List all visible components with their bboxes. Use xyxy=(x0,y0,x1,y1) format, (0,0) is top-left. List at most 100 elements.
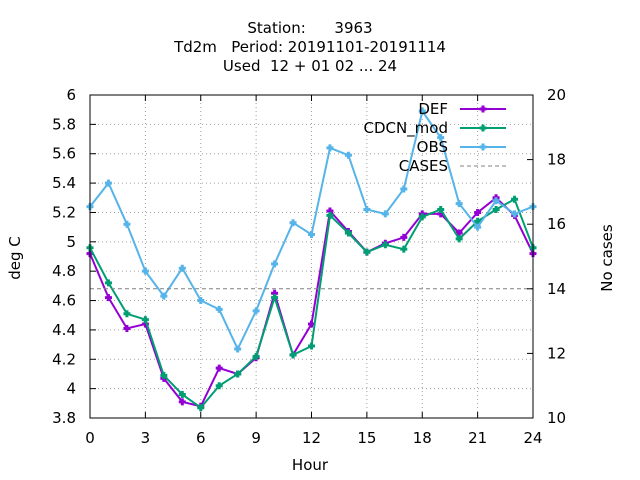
data-point xyxy=(178,398,186,406)
y2-tick-label: 14 xyxy=(547,280,566,298)
x-tick-label: 0 xyxy=(85,429,95,447)
data-point xyxy=(160,371,168,379)
x-tick-label: 21 xyxy=(468,429,487,447)
x-axis: 0 3 6 9 12 15 18 21 24 xyxy=(85,95,543,447)
data-point xyxy=(400,185,408,193)
title-line-1: Station: 3963 xyxy=(247,19,372,37)
data-point xyxy=(326,211,334,219)
data-point xyxy=(141,316,149,324)
title-line-2: Td2m Period: 20191101-20191114 xyxy=(173,38,446,56)
data-point xyxy=(455,200,463,208)
y-tick-label: 4.4 xyxy=(52,321,76,339)
x-tick-label: 24 xyxy=(523,429,542,447)
data-point xyxy=(104,294,112,302)
y-tick-label: 4.2 xyxy=(52,350,76,368)
data-point xyxy=(344,151,352,159)
x-axis-label: Hour xyxy=(292,456,329,474)
legend-label: DEF xyxy=(418,100,448,118)
data-point xyxy=(474,223,482,231)
data-point xyxy=(289,351,297,359)
y-tick-label: 4 xyxy=(66,380,76,398)
plot-series xyxy=(86,107,537,412)
data-point xyxy=(474,208,482,216)
x-tick-label: 3 xyxy=(141,429,151,447)
data-point xyxy=(141,267,149,275)
series-cdcn-mod xyxy=(86,195,537,412)
data-point xyxy=(197,297,205,305)
y-axis-label: deg C xyxy=(6,236,24,280)
data-point xyxy=(437,134,445,142)
data-point xyxy=(160,292,168,300)
data-point xyxy=(400,233,408,241)
data-point xyxy=(104,279,112,287)
data-point xyxy=(215,305,223,313)
grid-lines xyxy=(90,95,533,418)
y-tick-label: 5.2 xyxy=(52,203,76,221)
data-point xyxy=(271,260,279,268)
legend-label: CASES xyxy=(399,157,448,175)
x-tick-label: 12 xyxy=(302,429,321,447)
title-line-3: Used 12 + 01 02 ... 24 xyxy=(223,57,397,75)
data-point xyxy=(418,107,426,115)
data-point xyxy=(326,144,334,152)
data-point xyxy=(178,264,186,272)
series-obs xyxy=(86,107,537,353)
y-tick-label: 5.6 xyxy=(52,145,76,163)
data-point xyxy=(418,213,426,221)
data-point xyxy=(234,345,242,353)
data-point xyxy=(474,217,482,225)
data-point xyxy=(308,342,315,350)
y2-axis: 10 12 14 16 18 20 xyxy=(527,86,566,427)
data-point xyxy=(492,206,500,214)
data-point xyxy=(381,210,389,218)
y-tick-label: 5.8 xyxy=(52,115,76,133)
data-point xyxy=(400,245,408,253)
x-tick-label: 18 xyxy=(413,429,432,447)
legend-marker xyxy=(479,124,487,132)
series-def xyxy=(86,194,537,410)
y-tick-label: 5.4 xyxy=(52,174,76,192)
y2-tick-label: 10 xyxy=(547,409,566,427)
data-point xyxy=(215,382,223,390)
data-point xyxy=(252,352,260,360)
data-point xyxy=(363,206,371,214)
x-tick-label: 15 xyxy=(357,429,376,447)
x-tick-label: 9 xyxy=(251,429,261,447)
legend-marker xyxy=(479,105,487,113)
y2-tick-label: 12 xyxy=(547,344,566,362)
y-tick-label: 6 xyxy=(66,86,76,104)
data-point xyxy=(123,324,131,332)
data-point xyxy=(455,229,463,237)
data-point xyxy=(123,310,131,318)
data-point xyxy=(381,241,389,249)
data-point xyxy=(234,370,242,378)
y-tick-label: 5 xyxy=(66,233,76,251)
y2-tick-label: 20 xyxy=(547,86,566,104)
data-point xyxy=(455,235,463,243)
data-point xyxy=(178,391,186,399)
data-point xyxy=(289,219,297,227)
data-point xyxy=(197,404,205,412)
data-point xyxy=(492,197,500,205)
data-point xyxy=(437,206,445,214)
y2-tick-label: 16 xyxy=(547,215,566,233)
legend-label: CDCN_mod xyxy=(363,119,448,138)
data-point xyxy=(344,229,352,237)
y-tick-label: 4.8 xyxy=(52,262,76,280)
data-point xyxy=(123,220,131,228)
data-point xyxy=(511,195,519,203)
y-tick-label: 4.6 xyxy=(52,292,76,310)
data-point xyxy=(308,230,315,238)
y2-tick-label: 18 xyxy=(547,151,566,169)
data-point xyxy=(511,210,519,218)
legend-label: OBS xyxy=(417,138,448,156)
y-tick-label: 3.8 xyxy=(52,409,76,427)
legend-marker xyxy=(479,143,487,151)
x-tick-label: 6 xyxy=(196,429,206,447)
data-point xyxy=(252,307,260,315)
data-point xyxy=(363,248,371,256)
data-point xyxy=(215,364,223,372)
data-point xyxy=(104,179,112,187)
